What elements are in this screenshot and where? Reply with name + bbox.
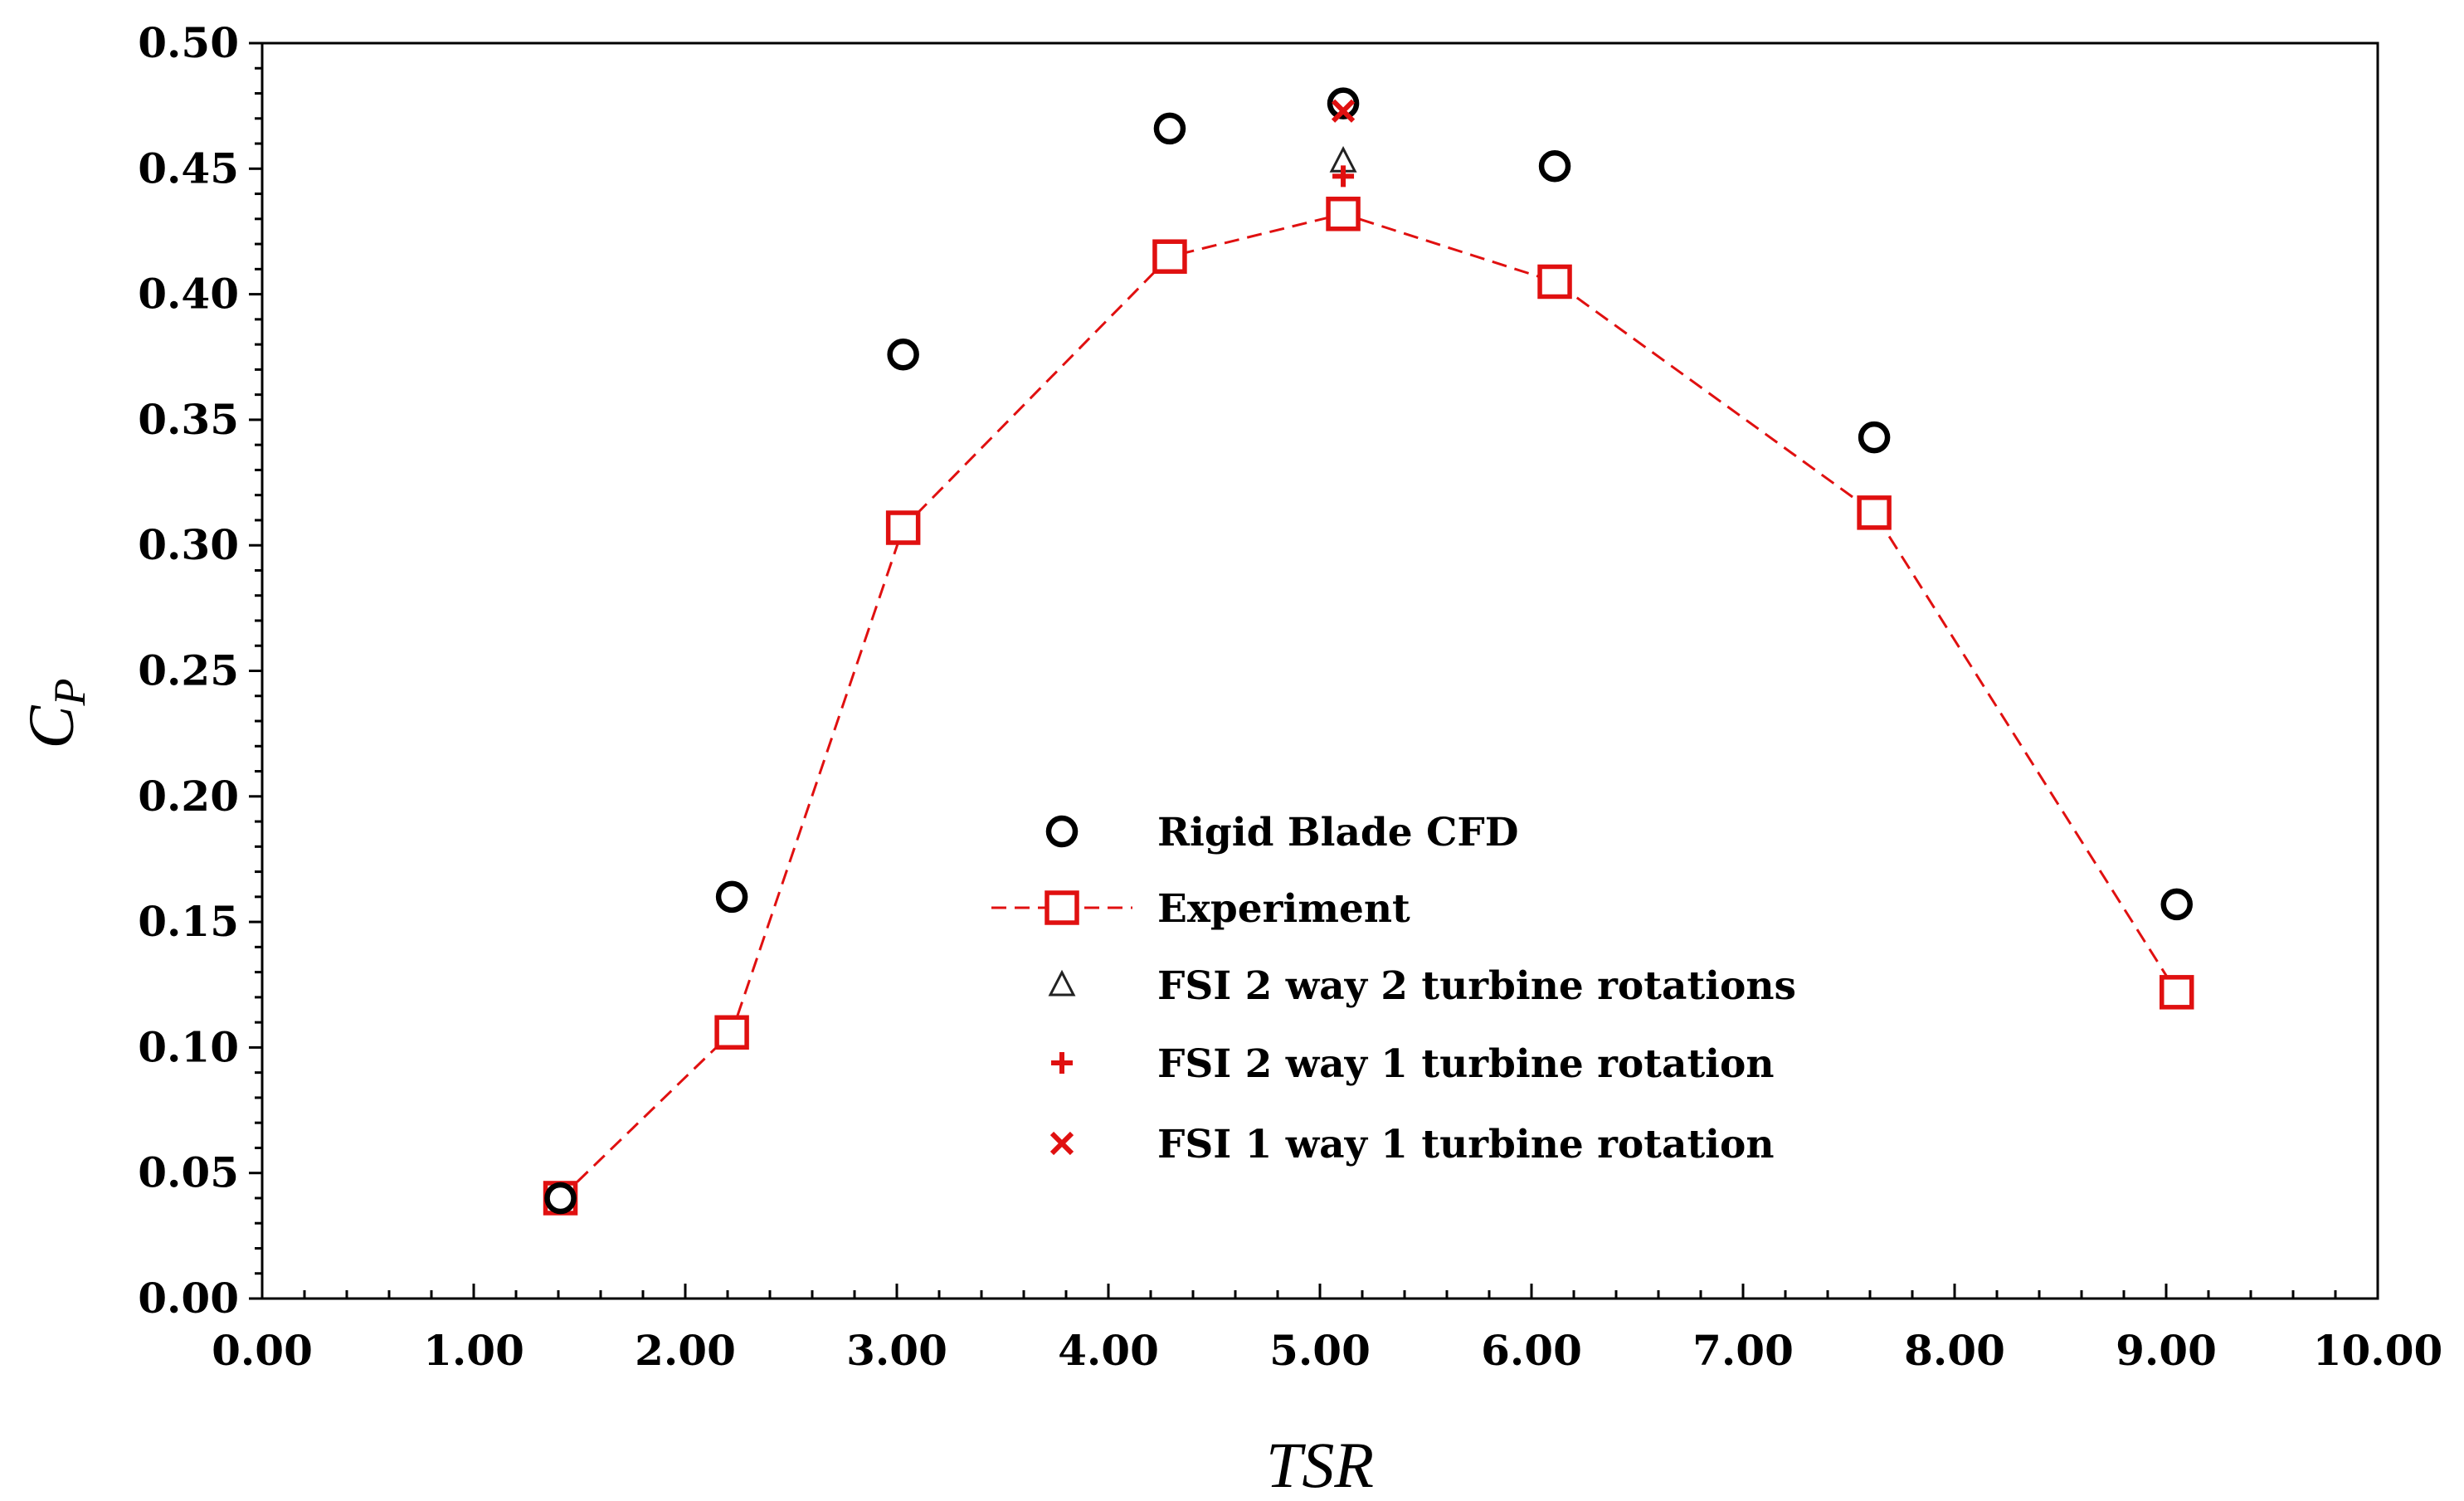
legend-item: FSI 2 way 2 turbine rotations	[1048, 963, 1796, 1009]
series-experiment	[543, 197, 2194, 1216]
data-point-square	[714, 1015, 749, 1050]
y-tick-label: 0.05	[138, 1148, 239, 1197]
data-point-circle	[1153, 112, 1186, 145]
y-tick-label: 0.50	[138, 18, 239, 67]
svg-text:CP: CP	[15, 678, 95, 748]
y-tick-label: 0.30	[138, 520, 239, 569]
x-tick-label: 1.00	[423, 1326, 524, 1375]
data-point-square	[1152, 239, 1187, 274]
data-point-circle	[1327, 87, 1360, 119]
x-axis-ticks	[261, 1284, 2379, 1299]
y-axis-tick-labels: 0.00 0.05 0.10 0.15 0.20 0.25 0.30 0.35 0.40 0.45…	[138, 18, 239, 1323]
legend-item: Rigid Blade CFD	[1045, 810, 1519, 855]
data-point-square	[1326, 197, 1361, 231]
x-tick-label: 6.00	[1481, 1326, 1582, 1375]
legend-label: Rigid Blade CFD	[1157, 810, 1519, 855]
y-tick-label: 0.15	[138, 897, 239, 946]
legend-marker-square	[1045, 890, 1079, 925]
legend-label: Experiment	[1157, 886, 1410, 932]
y-axis-ticks	[249, 41, 262, 1300]
y-axis-title-main: C	[15, 705, 87, 749]
x-tick-label: 4.00	[1058, 1326, 1159, 1375]
legend-item: Experiment	[991, 886, 1410, 932]
legend: Rigid Blade CFD Experiment FSI 2 way 2 tur…	[991, 810, 1796, 1167]
data-point-square	[1537, 264, 1572, 300]
data-series	[543, 87, 2194, 1216]
data-point-circle	[715, 880, 748, 914]
data-point-x	[1331, 99, 1356, 123]
y-axis-title: CP	[15, 678, 95, 748]
legend-label: FSI 2 way 1 turbine rotation	[1157, 1041, 1775, 1087]
plot-area-frame	[261, 41, 2379, 1300]
data-point-circle	[544, 1182, 577, 1215]
data-point-square	[1857, 495, 1892, 530]
x-axis-tick-labels: 0.00 1.00 2.00 3.00 4.00 5.00 6.00 7.00 8.00 9.00…	[212, 1326, 2442, 1375]
series-line-experiment	[559, 212, 2179, 1200]
y-tick-label: 0.00	[138, 1274, 239, 1323]
legend-label: FSI 2 way 2 turbine rotations	[1157, 963, 1796, 1009]
legend-item: FSI 1 way 1 turbine rotation	[1049, 1122, 1775, 1167]
data-point-circle	[1538, 150, 1571, 183]
x-tick-label: 5.00	[1269, 1326, 1371, 1375]
series-fsi-1-way-1-turbine-rotation	[1331, 99, 1356, 123]
y-tick-label: 0.25	[138, 646, 239, 695]
x-tick-label: 7.00	[1692, 1326, 1794, 1375]
series-rigid-blade-cfd	[544, 87, 2193, 1215]
series-fsi-2-way-1-turbine-rotation	[1332, 165, 1355, 188]
y-tick-label: 0.45	[138, 144, 239, 192]
x-tick-label: 10.00	[2313, 1326, 2443, 1375]
data-point-square	[885, 510, 921, 545]
x-axis-title: TSR	[1266, 1429, 1374, 1501]
legend-label: FSI 1 way 1 turbine rotation	[1157, 1122, 1775, 1167]
legend-marker-plus	[1051, 1052, 1073, 1074]
legend-item: FSI 2 way 1 turbine rotation	[1051, 1041, 1775, 1087]
y-tick-label: 0.40	[138, 270, 239, 319]
legend-marker-circle	[1045, 815, 1079, 848]
data-point-square	[2160, 975, 2194, 1010]
y-tick-label: 0.35	[138, 395, 239, 444]
x-tick-label: 2.00	[635, 1326, 736, 1375]
x-tick-label: 8.00	[1904, 1326, 2005, 1375]
x-tick-label: 0.00	[212, 1326, 313, 1375]
legend-marker-triangle	[1048, 969, 1076, 997]
legend-marker-x	[1049, 1131, 1074, 1156]
y-tick-label: 0.10	[138, 1022, 239, 1071]
data-point-circle	[2160, 888, 2193, 921]
y-tick-label: 0.20	[138, 772, 239, 821]
data-point-circle	[887, 338, 919, 371]
y-axis-title-subscript: P	[45, 678, 95, 706]
data-point-circle	[1858, 421, 1891, 454]
data-point-plus	[1332, 165, 1355, 188]
x-tick-label: 9.00	[2116, 1326, 2217, 1375]
x-tick-label: 3.00	[846, 1326, 947, 1375]
